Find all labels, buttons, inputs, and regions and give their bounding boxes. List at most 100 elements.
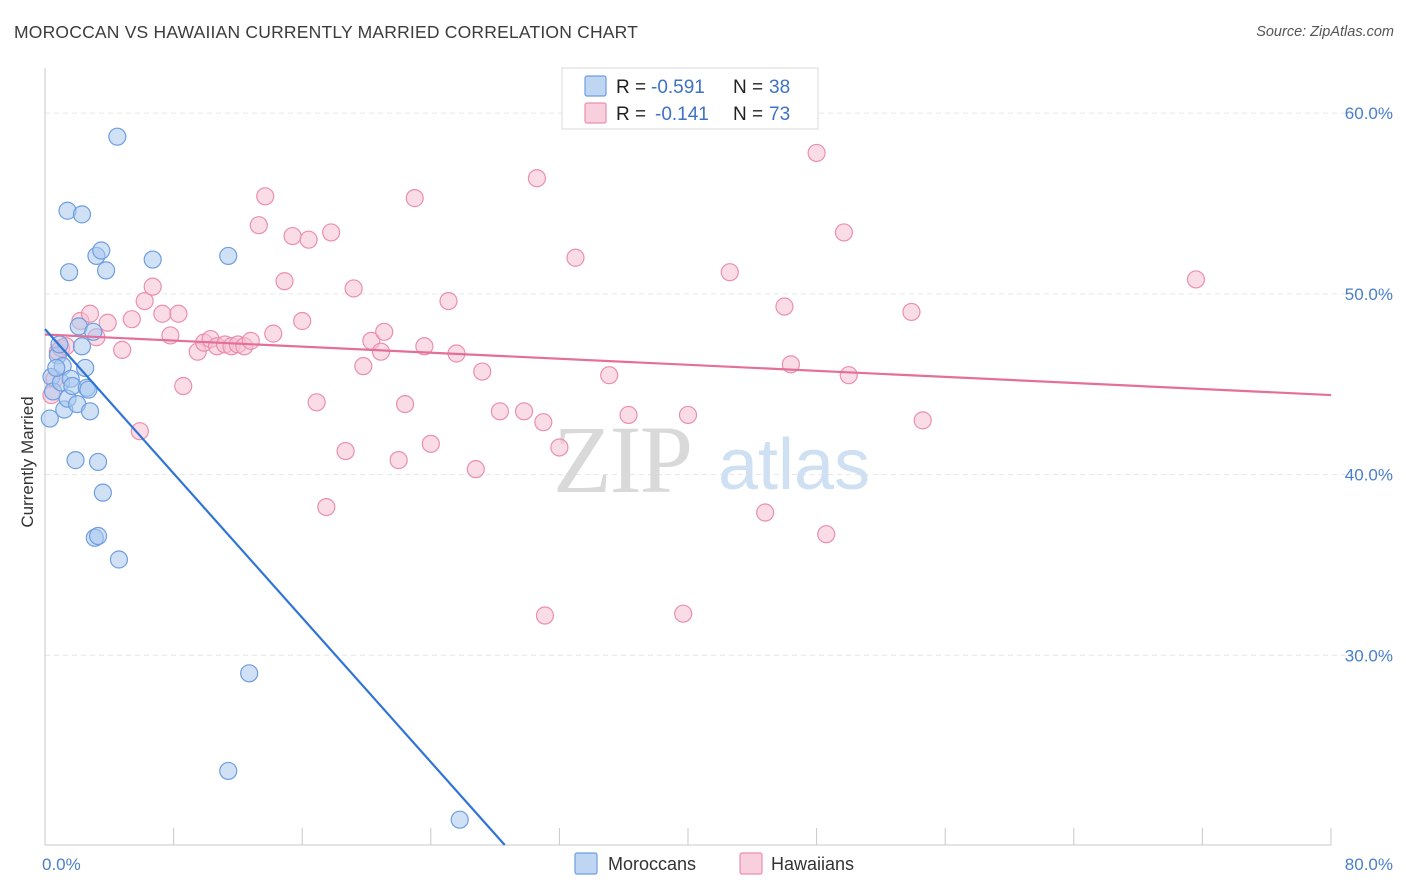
hawaiians-point xyxy=(756,503,775,522)
moroccans-point xyxy=(108,127,127,146)
hawaiians-point xyxy=(249,216,268,235)
moroccans-point xyxy=(47,358,66,378)
moroccans-point xyxy=(93,483,112,502)
x-tick-label-min: 0.0% xyxy=(42,855,81,874)
hawaiians-point xyxy=(550,438,569,457)
moroccans-point xyxy=(143,250,162,269)
moroccans-point xyxy=(66,451,85,470)
trend-lines xyxy=(44,328,1332,846)
legend-n-label-hawaiians: N = xyxy=(733,104,763,125)
moroccans-point xyxy=(79,380,98,399)
hawaiians-trend-line xyxy=(44,333,1332,397)
moroccans-point xyxy=(76,358,95,378)
legend-n-value-hawaiians: 73 xyxy=(769,104,790,125)
hawaiians-point xyxy=(336,441,355,461)
hawaiians-point xyxy=(535,606,555,625)
hawaiians-point xyxy=(135,292,154,311)
hawaiians-points xyxy=(42,143,1206,625)
hawaiians-point xyxy=(143,277,162,296)
hawaiians-point xyxy=(283,226,302,246)
moroccans-point xyxy=(219,761,238,781)
hawaiians-point xyxy=(344,279,363,298)
source-label: Source: ZipAtlas.com xyxy=(1256,24,1394,40)
hawaiians-point xyxy=(839,366,858,385)
hawaiians-point xyxy=(80,304,100,323)
hawaiians-point xyxy=(395,394,415,414)
chart-title: MOROCCAN VS HAWAIIAN CURRENTLY MARRIED C… xyxy=(14,22,639,42)
moroccans-point xyxy=(96,261,116,280)
legend-n-value-moroccans: 38 xyxy=(769,77,790,98)
y-tick-label: 30.0% xyxy=(1345,646,1393,665)
moroccans-point xyxy=(72,337,92,356)
legend-r-label-hawaiians: R = xyxy=(616,104,646,125)
y-tick-label: 50.0% xyxy=(1345,285,1393,304)
hawaiians-point xyxy=(1186,270,1206,289)
hawaiians-point xyxy=(421,434,440,453)
hawaiians-point xyxy=(354,357,373,376)
hawaiians-point xyxy=(122,310,141,329)
hawaiians-point xyxy=(807,143,826,163)
hawaiians-point xyxy=(389,451,408,470)
hawaiians-point xyxy=(130,422,149,441)
hawaiians-point xyxy=(98,313,117,332)
y-tick-labels: 30.0% 40.0% 50.0% 60.0% xyxy=(1345,104,1393,665)
watermark-zip: ZIP xyxy=(553,406,691,513)
bottom-legend-label-moroccans: Moroccans xyxy=(608,854,696,874)
hawaiians-point xyxy=(317,497,336,517)
hawaiians-point xyxy=(307,393,326,412)
hawaiians-point xyxy=(600,366,619,385)
moroccans-point xyxy=(109,550,129,569)
moroccans-point xyxy=(450,810,469,829)
hawaiians-point xyxy=(490,402,510,421)
legend-r-label-moroccans: R = xyxy=(616,77,646,98)
hawaiians-point xyxy=(534,413,553,432)
bottom-legend-swatch-moroccans xyxy=(574,852,598,875)
legend-swatch-hawaiians xyxy=(584,102,607,124)
legend-r-value-hawaiians: -0.141 xyxy=(655,104,709,125)
hawaiians-point xyxy=(169,304,188,323)
moroccans-point xyxy=(92,241,111,260)
moroccans-point xyxy=(88,526,108,546)
legend: R = -0.591 N = 38 R = -0.141 N = 73 xyxy=(561,67,819,130)
bottom-legend-label-hawaiians: Hawaiians xyxy=(771,854,854,874)
hawaiians-point xyxy=(619,405,638,425)
hawaiians-point xyxy=(299,230,318,249)
hawaiians-point xyxy=(322,223,341,242)
hawaiians-point xyxy=(566,248,585,267)
hawaiians-point xyxy=(375,322,394,341)
hawaiians-point xyxy=(439,292,458,311)
moroccans-trend-line xyxy=(44,328,506,846)
hawaiians-point xyxy=(674,604,693,623)
hawaiians-point xyxy=(913,411,932,430)
moroccans-point xyxy=(240,664,259,683)
watermark-atlas: atlas xyxy=(718,425,870,505)
hawaiians-point xyxy=(466,460,485,479)
moroccans-point xyxy=(60,263,79,282)
hawaiians-point xyxy=(153,304,172,323)
hawaiians-point xyxy=(720,263,739,282)
hawaiians-point xyxy=(241,331,260,350)
watermark: ZIP atlas xyxy=(553,406,870,513)
bottom-legend: Moroccans Hawaiians xyxy=(574,852,854,875)
hawaiians-point xyxy=(817,525,836,544)
moroccans-points xyxy=(40,127,469,829)
hawaiians-point xyxy=(902,302,921,322)
hawaiians-point xyxy=(415,337,434,356)
y-axis-label: Currently Married xyxy=(18,396,37,527)
legend-n-label-moroccans: N = xyxy=(733,77,763,98)
moroccans-point xyxy=(219,246,238,266)
hawaiians-point xyxy=(405,189,424,208)
hawaiians-point xyxy=(834,223,854,242)
legend-r-value-moroccans: -0.591 xyxy=(651,77,705,98)
hawaiians-point xyxy=(514,402,534,421)
hawaiians-point xyxy=(527,169,546,188)
moroccans-point xyxy=(72,205,92,224)
y-tick-label: 60.0% xyxy=(1345,104,1393,123)
moroccans-point xyxy=(40,409,59,428)
legend-swatch-moroccans xyxy=(584,75,607,97)
hawaiians-point xyxy=(678,405,698,425)
grid-lines xyxy=(45,112,1393,656)
hawaiians-point xyxy=(256,187,275,206)
hawaiians-point xyxy=(775,297,794,316)
